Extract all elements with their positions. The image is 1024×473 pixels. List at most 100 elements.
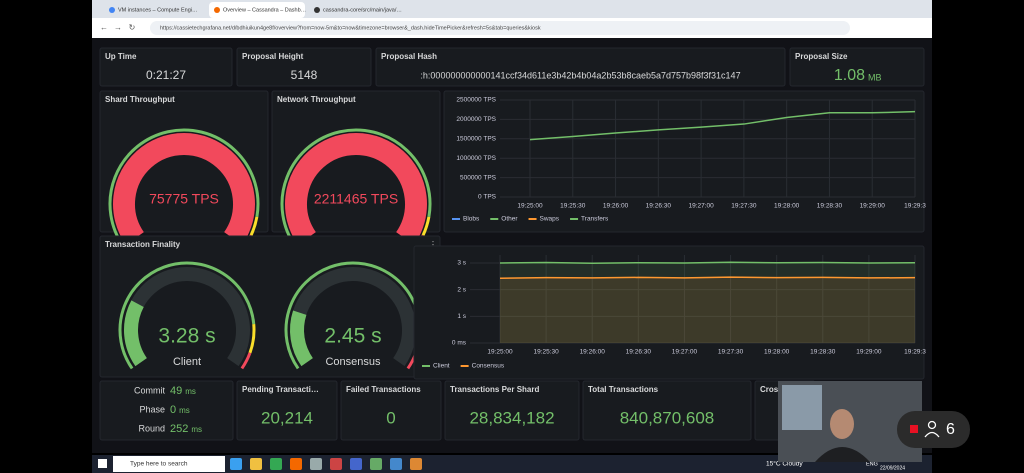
x-tick-label: 19:27:30 [718,349,744,356]
x-tick-label: 19:28:30 [810,349,836,356]
taskbar-app [290,458,302,470]
legend-swatch [490,218,499,220]
panel-title: Shard Throughput [105,95,175,104]
panel-title: Failed Transactions [346,385,421,394]
x-tick-label: 19:25:00 [517,203,543,210]
x-tick-label: 19:26:00 [603,203,629,210]
panel-title: Proposal Size [795,52,848,61]
weather: 15°C Cloudy [766,460,803,468]
stat-value: :h:000000000000141ccf34d611e3b42b4b04a2b… [420,70,740,80]
legend-label: Client [433,363,450,370]
taskbar-app [230,458,242,470]
browser-tab[interactable] [104,2,200,18]
panel-title: Total Transactions [588,385,659,394]
gauge-arc [249,216,259,236]
gauge-arc [421,216,431,236]
round-unit: ms [179,406,190,415]
panel [99,90,269,233]
legend-label: Transfers [581,216,609,223]
stat-value: 0:21:27 [146,68,186,82]
panel [340,380,442,441]
stat-value: 0 [386,408,395,427]
stat-value: 28,834,182 [469,408,554,427]
taskbar-app [370,458,382,470]
recording-indicator [910,425,918,433]
round-label: Commit [134,385,165,395]
panel [236,380,338,441]
gauge-arc [248,324,256,354]
browser-tab[interactable] [209,2,305,18]
taskbar-app [330,458,342,470]
panel-title: Proposal Hash [381,52,437,61]
webcam-window [782,385,822,430]
panel [271,90,441,233]
x-tick-label: 19:25:30 [533,349,559,356]
x-tick-label: 19:27:00 [672,349,698,356]
panel [99,235,441,378]
y-tick-label: 500000 TPS [460,174,497,181]
gauge-arc [284,261,422,370]
gauge-arc [118,261,256,370]
webcam-head [830,409,854,439]
x-tick-label: 19:25:30 [560,203,586,210]
stat-value: 840,870,608 [620,408,715,427]
x-tick-label: 19:26:30 [646,203,672,210]
taskbar-app [390,458,402,470]
panel [582,380,752,441]
person-icon-head [927,420,937,430]
panel [789,47,925,87]
legend-label: Consensus [472,363,505,370]
tab-title: VM instances – Compute Engi… [118,7,197,13]
x-tick-label: 19:28:30 [817,203,843,210]
x-tick-label: 19:29:00 [860,203,886,210]
round-unit: ms [191,425,202,434]
gauge-arc [240,352,252,370]
person-icon-body [924,431,940,438]
start-button[interactable] [98,459,107,468]
panel-title: Cros [760,385,779,394]
y-tick-label: 2000000 TPS [456,116,496,123]
gauge-arc [285,133,427,245]
gauge-label: Consensus [325,356,381,368]
url-field[interactable] [150,21,850,35]
y-tick-label: 1500000 TPS [456,136,496,143]
legend-swatch [528,218,537,220]
line [499,276,916,279]
panel [375,47,786,87]
gauge-arc [113,133,255,245]
round-value: 49 [170,385,182,397]
panel-title: Transactions Per Shard [450,385,539,394]
legend-swatch [422,365,430,367]
participants-pill[interactable] [897,411,970,448]
panel [99,380,234,441]
gauge-value: 2.45 s [324,325,381,348]
round-value: 0 [170,404,176,416]
panel [236,47,372,87]
tab-icon [314,7,320,13]
nav-button: ↻ [129,23,136,32]
url-text: https://cassietechgrafana.net/d/bdhiuiku… [160,25,541,31]
search-box [113,456,225,472]
round-unit: ms [185,387,196,396]
legend-swatch [452,218,460,220]
gauge-arc [280,128,432,248]
browser-tab[interactable] [309,2,405,18]
panel-title: Proposal Height [242,52,304,61]
panel-title: Transaction Finality [105,240,181,249]
gauge-arc [108,128,260,248]
tab-icon [109,7,115,13]
taskbar-app [310,458,322,470]
date: 22/09/2024 [880,465,905,471]
panel [99,47,233,87]
tab-title: Overview – Cassandra – Dashb… [223,7,306,13]
y-tick-label: 0 ms [452,340,467,347]
x-tick-label: 19:29:00 [856,349,882,356]
stat-unit: MB [868,72,882,82]
nav-button: ← [100,23,108,32]
panel [413,245,925,380]
panel-title: Network Throughput [277,95,356,104]
tab-title: cassandra-core/src/main/java/… [323,7,402,13]
line [529,110,916,141]
